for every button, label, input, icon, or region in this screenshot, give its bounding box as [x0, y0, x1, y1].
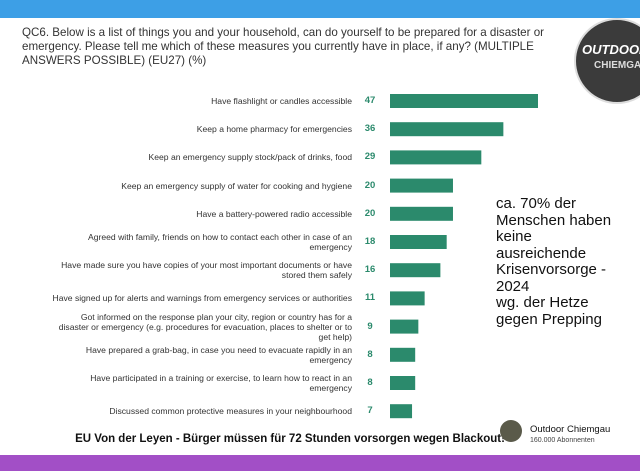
- annotation: ca. 70% der Menschen haben keine ausreichen…: [496, 195, 612, 328]
- chart-title: QC6. Below is a list of things you and y…: [22, 26, 545, 67]
- logo: [574, 18, 640, 104]
- bar: [390, 347, 416, 362]
- category-label: Have signed up for alerts and warnings f…: [52, 293, 353, 304]
- category-label: Have flashlight or candles accessible: [211, 96, 352, 106]
- bar: [390, 235, 447, 249]
- annotation-line: gegen Prepping: [496, 310, 602, 328]
- annotation-line: Menschen haben: [496, 211, 612, 229]
- category-label: Have participated in a training or exerc…: [90, 373, 352, 393]
- bar: [390, 150, 482, 165]
- value-label: 8: [367, 348, 373, 360]
- category-label: Discussed common protective measures in …: [109, 406, 352, 417]
- category-label: Have made sure you have copies of your m…: [61, 260, 352, 281]
- bottom-bar: [0, 455, 640, 471]
- value-label: 16: [364, 264, 376, 276]
- category-label: Agreed with family, friends on how to co…: [87, 232, 352, 252]
- value-label: 18: [364, 236, 376, 247]
- annotation-line: keine: [496, 228, 532, 245]
- bar: [390, 263, 441, 278]
- top-bar: [0, 0, 640, 18]
- channel-avatar[interactable]: [500, 420, 522, 442]
- annotation-line: ausreichende: [496, 244, 587, 262]
- bar: [390, 319, 419, 334]
- bar: [390, 404, 413, 419]
- bar: [390, 178, 453, 193]
- annotation-line: 2024: [496, 277, 530, 295]
- value-label: 36: [364, 123, 376, 135]
- value-label: 47: [364, 95, 376, 106]
- bar: [390, 376, 416, 390]
- value-label: 7: [367, 405, 373, 417]
- value-label: 20: [364, 179, 376, 191]
- category-label: Got informed on the response plan your c…: [58, 311, 352, 342]
- value-label: 8: [367, 377, 373, 388]
- logo-text: CHIEMGAU: [594, 60, 640, 71]
- bar: [390, 94, 538, 108]
- annotation-line: Krisenvorsorge -: [496, 261, 607, 278]
- annotation-line: wg. der Hetze: [496, 294, 589, 311]
- category-label: Have a battery-powered radio accessible: [196, 208, 352, 219]
- logo-text: OUTDOOR: [582, 42, 640, 57]
- category-label: Keep an emergency supply of water for co…: [121, 180, 352, 191]
- channel-name[interactable]: Outdoor Chiemgau: [530, 424, 611, 435]
- bar: [390, 206, 453, 221]
- value-label: 20: [364, 207, 376, 219]
- bar: [390, 291, 425, 306]
- video-title: EU Von der Leyen - Bürger müssen für 72 …: [75, 433, 505, 445]
- bar: [390, 122, 504, 137]
- category-label: Keep an emergency supply stock/pack of d…: [148, 152, 353, 163]
- category-label: Have prepared a grab-bag, in case you ne…: [85, 344, 352, 365]
- value-label: 9: [367, 320, 373, 332]
- value-label: 11: [364, 292, 376, 304]
- value-label: 29: [364, 151, 376, 163]
- annotation-line: ca. 70% der: [496, 195, 577, 212]
- category-label: Keep a home pharmacy for emergencies: [196, 124, 352, 135]
- subscriber-count: 160.000 Abonnenten: [530, 437, 595, 444]
